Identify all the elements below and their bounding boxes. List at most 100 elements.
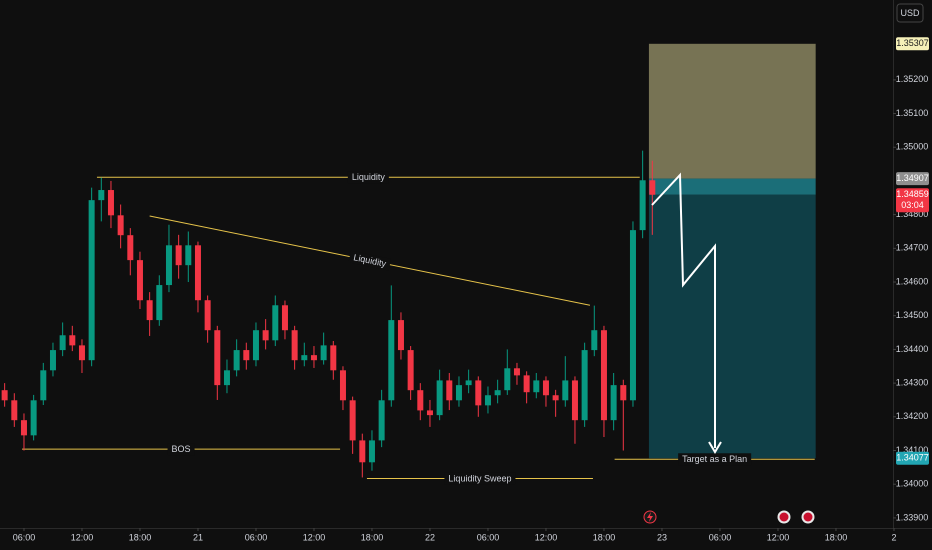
- flag-icon-inner: [803, 512, 813, 522]
- candle-body: [339, 370, 346, 401]
- y-tick-label: 1.35100: [896, 108, 929, 118]
- annotation-label-group: Liquidity Sweep: [444, 472, 516, 485]
- annotation-label: Liquidity: [352, 172, 386, 182]
- candle-body: [107, 190, 114, 216]
- annotation-layer: Liquidity Liquidity BOS Liquidity Sweep Targ…: [22, 171, 815, 485]
- y-tick-label: 1.34500: [896, 310, 929, 320]
- candle-body: [639, 180, 646, 231]
- candle-body: [165, 245, 172, 286]
- candle-body: [281, 305, 288, 331]
- candle-body: [349, 400, 356, 441]
- candle-body: [223, 370, 230, 386]
- candle-body: [523, 375, 530, 393]
- entry-price-label: 1.34907: [896, 173, 929, 183]
- annotation-label-bg: [347, 171, 389, 184]
- candle-body: [542, 380, 549, 396]
- candle-body: [504, 368, 511, 391]
- annotation-label-bg: [348, 250, 392, 271]
- x-tick-label: 18:00: [593, 532, 616, 542]
- candle-body: [136, 260, 143, 301]
- y-tick-label: 1.35200: [896, 74, 929, 84]
- candle-body: [620, 385, 627, 401]
- candle-body: [359, 440, 366, 463]
- candle-body: [243, 350, 250, 361]
- candle-body: [407, 350, 414, 391]
- stop-price-label: 1.35307: [896, 38, 929, 48]
- last-price-label: 1.34859: [896, 189, 929, 199]
- candle-body: [562, 380, 569, 401]
- candle-body: [1, 390, 8, 401]
- position-layer: [648, 43, 816, 459]
- annotation-label: Liquidity Sweep: [448, 473, 511, 483]
- candle-body: [475, 380, 482, 406]
- candle-body: [494, 390, 501, 396]
- x-tick-label: 12:00: [71, 532, 94, 542]
- x-tick-label: 06:00: [477, 532, 500, 542]
- x-tick-label: 12:00: [535, 532, 558, 542]
- y-tick-label: 1.34100: [896, 445, 929, 455]
- annotation-label-group: Liquidity: [347, 171, 389, 184]
- x-tick-label: 12:00: [303, 532, 326, 542]
- candle-body: [426, 410, 433, 416]
- candle-body: [368, 440, 375, 463]
- candle-body: [59, 335, 66, 351]
- candle-body: [320, 345, 327, 361]
- flag-icon-inner: [779, 512, 789, 522]
- target-price-label-bg: [896, 451, 929, 465]
- candle-body: [214, 330, 221, 386]
- candle-body: [20, 420, 27, 436]
- candle-body: [591, 330, 598, 351]
- projection-arrow: [651, 172, 716, 448]
- annotation-label-bg: [444, 472, 516, 485]
- y-tick-label: 1.33900: [896, 512, 929, 522]
- candle-body: [146, 300, 153, 321]
- candle-body: [446, 380, 453, 401]
- candle-body: [301, 355, 308, 361]
- y-tick-label: 1.34000: [896, 479, 929, 489]
- candle-body: [252, 330, 259, 361]
- candle-body: [98, 190, 105, 201]
- event-icon-bolt: [647, 512, 653, 522]
- target-zone: [648, 194, 816, 459]
- arrow-head: [708, 441, 722, 454]
- candle-body: [581, 350, 588, 421]
- candle-body: [330, 345, 337, 371]
- annotation-label-group: BOS: [167, 443, 195, 456]
- x-tick-label: 18:00: [129, 532, 152, 542]
- candle-body: [78, 345, 85, 361]
- candle-body: [127, 235, 134, 261]
- annotation-label-group: Target as a Plan: [678, 453, 752, 466]
- candle-body: [378, 400, 385, 441]
- candle-body: [185, 245, 192, 266]
- x-tick-label: 06:00: [709, 532, 732, 542]
- y-tick-label: 1.35000: [896, 142, 929, 152]
- candle-body: [194, 245, 201, 301]
- x-tick-label: 06:00: [245, 532, 268, 542]
- candle-body: [204, 300, 211, 331]
- candle-body: [388, 320, 395, 401]
- candle-body: [30, 400, 37, 436]
- annotation-label-bg: [678, 453, 752, 466]
- candle-body: [117, 215, 124, 236]
- candle-body: [40, 370, 47, 401]
- candle-body: [175, 245, 182, 266]
- candle-body: [310, 355, 317, 361]
- currency-box[interactable]: [896, 3, 924, 23]
- candle-body: [465, 380, 472, 386]
- entry-price-label-bg: [896, 172, 929, 186]
- stop-zone: [648, 43, 816, 179]
- y-tick-label: 1.34200: [896, 411, 929, 421]
- candle-layer: [1, 150, 656, 478]
- candle-body: [417, 390, 424, 411]
- candle-body: [272, 305, 279, 341]
- y-tick-label: 1.34800: [896, 209, 929, 219]
- annotation-label: BOS: [172, 444, 191, 454]
- candle-body: [156, 285, 163, 321]
- candle-body: [629, 230, 636, 401]
- y-tick-label: 1.34700: [896, 243, 929, 253]
- x-tick-label: 18:00: [361, 532, 384, 542]
- y-tick-label: 1.34300: [896, 377, 929, 387]
- candle-body: [484, 395, 491, 406]
